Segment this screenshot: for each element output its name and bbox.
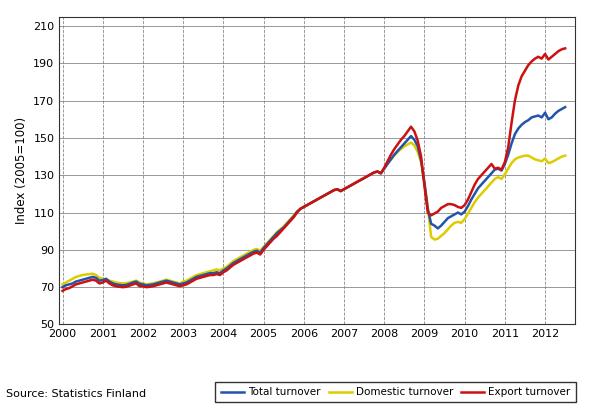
Legend: Total turnover, Domestic turnover, Export turnover: Total turnover, Domestic turnover, Expor… (215, 382, 576, 402)
Y-axis label: Index (2005=100): Index (2005=100) (15, 117, 28, 224)
Text: Source: Statistics Finland: Source: Statistics Finland (6, 389, 146, 399)
